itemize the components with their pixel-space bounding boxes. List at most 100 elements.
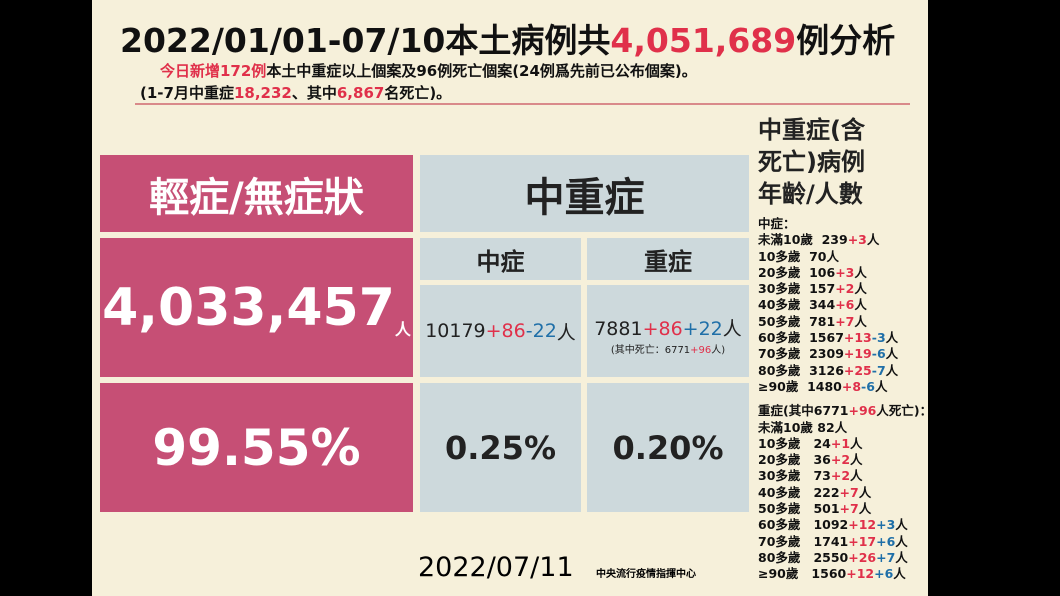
text-segment: 6,867: [336, 84, 385, 102]
side-row: 20多歲 106+3人: [758, 265, 932, 281]
side-row: 50多歲 781+7人: [758, 314, 932, 330]
text-segment: +7: [839, 484, 859, 500]
text-segment: 人: [895, 517, 908, 533]
text-segment: 名死亡)。: [384, 84, 452, 102]
text-segment: 人: [850, 435, 863, 451]
severe-sub: (其中死亡：6771+96人): [611, 341, 725, 356]
text-segment: 未滿10歲 82人: [758, 419, 848, 435]
side-panel: 中重症(含 死亡)病例 年齡/人數 中症： 未滿10歲 239+3人 10多歲 70人 20…: [758, 114, 932, 583]
text-segment: 人: [866, 232, 880, 248]
text-segment: 人: [885, 362, 899, 378]
severe-count-cell: 7881+86+22人 (其中死亡：6771+96人): [587, 285, 749, 377]
text-segment: +6: [874, 566, 894, 582]
mild-header: 輕症/無症狀: [100, 155, 413, 232]
text-segment: 、其中: [291, 84, 337, 102]
text-segment: +12: [846, 566, 875, 582]
text-segment: 人: [850, 468, 863, 484]
text-segment: -3: [871, 330, 886, 346]
text-segment: 人: [858, 501, 872, 517]
text-segment: 20多歲 106: [758, 264, 836, 280]
text-segment: 人: [854, 264, 867, 280]
text-segment: ≥90歲 1480: [758, 378, 842, 394]
text-segment: 中症：: [758, 216, 796, 231]
side-row: 40多歲 344+6人: [758, 297, 932, 313]
text-segment: +3: [847, 232, 867, 248]
text-segment: 人: [854, 297, 867, 313]
text-segment: +17: [848, 533, 877, 549]
text-segment: +86: [485, 320, 526, 342]
side-row: 10多歲 70人: [758, 249, 932, 265]
text-segment: +12: [848, 517, 877, 533]
side-row: ≥90歲 1480+8-6人: [758, 379, 932, 395]
text-segment: 人: [885, 330, 899, 346]
text-segment: 未滿10歲 239: [758, 232, 848, 248]
moderate-header: 中症: [420, 238, 581, 280]
text-segment: 80多歲 3126: [758, 362, 844, 378]
text-segment: +7: [835, 313, 855, 329]
text-segment: +2: [830, 452, 851, 468]
text-segment: +2: [830, 468, 851, 484]
footer-date: 2022/07/11: [418, 552, 574, 583]
severe-count: 7881+86+22人: [594, 314, 742, 341]
side-row: 30多歲 73+2人: [758, 468, 932, 484]
text-segment: +25: [843, 362, 872, 378]
text-segment: 50多歲 781: [758, 313, 836, 329]
mild-unit: 人: [394, 319, 411, 339]
text-segment: +8: [841, 378, 862, 394]
text-segment: 例分析: [796, 21, 896, 60]
text-segment: 30多歲 73: [758, 468, 831, 484]
text-segment: +3: [835, 264, 855, 280]
text-segment: +13: [843, 330, 872, 346]
note: (1-7月中重症18,232、其中6,867名死亡)。: [140, 82, 451, 103]
severe-pct: 0.20%: [587, 383, 749, 512]
text-segment: 10多歲 70人: [758, 248, 839, 264]
mild-count-cell: 4,033,457 人: [100, 238, 413, 377]
text-segment: 人): [711, 345, 726, 356]
mild-count: 4,033,457: [102, 277, 395, 338]
text-segment: 60多歲 1092: [758, 517, 849, 533]
text-segment: 人死亡)：: [876, 403, 933, 419]
side-row: 70多歲 1741+17+6人: [758, 534, 932, 550]
moderate-count: 10179 +86 -22 人: [420, 285, 581, 377]
side-row: ≥90歲 1560+12+6人: [758, 566, 932, 582]
text-segment: 70多歲 2309: [758, 346, 844, 362]
mild-pct: 99.55%: [100, 383, 413, 512]
text-segment: 7881: [594, 318, 643, 340]
text-segment: 人: [895, 549, 908, 565]
text-segment: +7: [876, 549, 896, 565]
text-segment: 50多歲 501: [758, 501, 840, 517]
text-segment: 人: [850, 452, 863, 468]
title: 2022/01/01-07/10本土病例共4,051,689例分析: [120, 14, 895, 62]
text-segment: 人: [722, 318, 742, 340]
serious-header: 中重症: [420, 155, 749, 232]
text-segment: 30多歲 157: [758, 281, 836, 297]
text-segment: +22: [682, 318, 723, 340]
text-segment: +96: [848, 403, 877, 419]
text-segment: 人: [854, 281, 867, 297]
side-title: 死亡)病例: [758, 148, 865, 176]
side-row: 50多歲 501+7人: [758, 501, 932, 517]
text-segment: 40多歲 222: [758, 484, 840, 500]
side-row: 80多歲 2550+26+7人: [758, 550, 932, 566]
side-title: 中重症(含: [758, 116, 865, 144]
text-segment: +19: [843, 346, 872, 362]
text-segment: -6: [861, 378, 875, 394]
text-segment: 今日新增172例: [160, 62, 267, 80]
side-row: 60多歲 1092+12+3人: [758, 517, 932, 533]
side-label: 重症(其中6771+96人死亡)：: [758, 403, 932, 419]
text-segment: 10179: [425, 320, 486, 342]
side-title: 年齡/人數: [758, 180, 863, 208]
text-segment: +7: [839, 501, 859, 517]
text-segment: 人: [556, 321, 576, 344]
text-segment: 60多歲 1567: [758, 330, 844, 346]
divider: [135, 103, 910, 105]
side-row: 未滿10歲 82人: [758, 420, 932, 436]
side-row: 10多歲 24+1人: [758, 436, 932, 452]
side-row: 60多歲 1567+13-3人: [758, 330, 932, 346]
text-segment: +26: [848, 549, 877, 565]
text-segment: 70多歲 1741: [758, 533, 849, 549]
text-segment: (1-7月中重症: [140, 84, 234, 102]
text-segment: 人: [854, 313, 867, 329]
text-segment: 10多歲 24: [758, 435, 831, 451]
